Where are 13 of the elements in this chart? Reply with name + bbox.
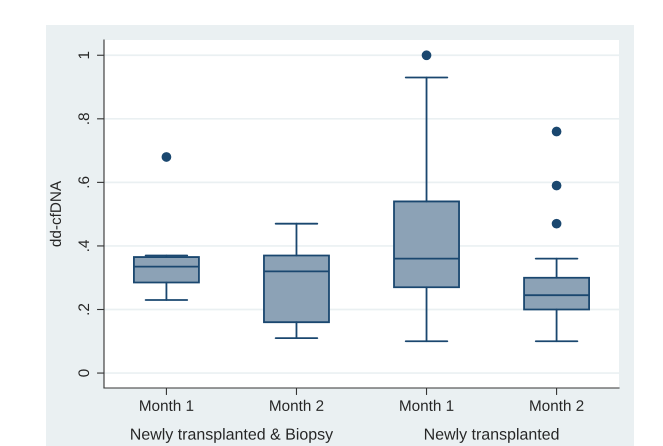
- text: Newly transplanted & Biopsy: [131, 428, 334, 443]
- x-tick-label: Month 1: [400, 400, 454, 412]
- x-tick-label: Month 2: [530, 400, 584, 412]
- x-tick-label: Month 2: [270, 400, 324, 412]
- y-axis-title: dd-cfDNA: [50, 180, 62, 246]
- y-tick-label: 1: [78, 52, 90, 58]
- y-tick-label: .4: [78, 240, 90, 251]
- y-tick-label: 0: [78, 369, 90, 377]
- y-tick-label: .8: [78, 113, 90, 124]
- x-tick-label: Month 1: [140, 400, 194, 412]
- y-tick-label: .6: [78, 176, 90, 188]
- y-tick-label: .2: [78, 304, 90, 314]
- text: Newly transplanted: [424, 428, 558, 443]
